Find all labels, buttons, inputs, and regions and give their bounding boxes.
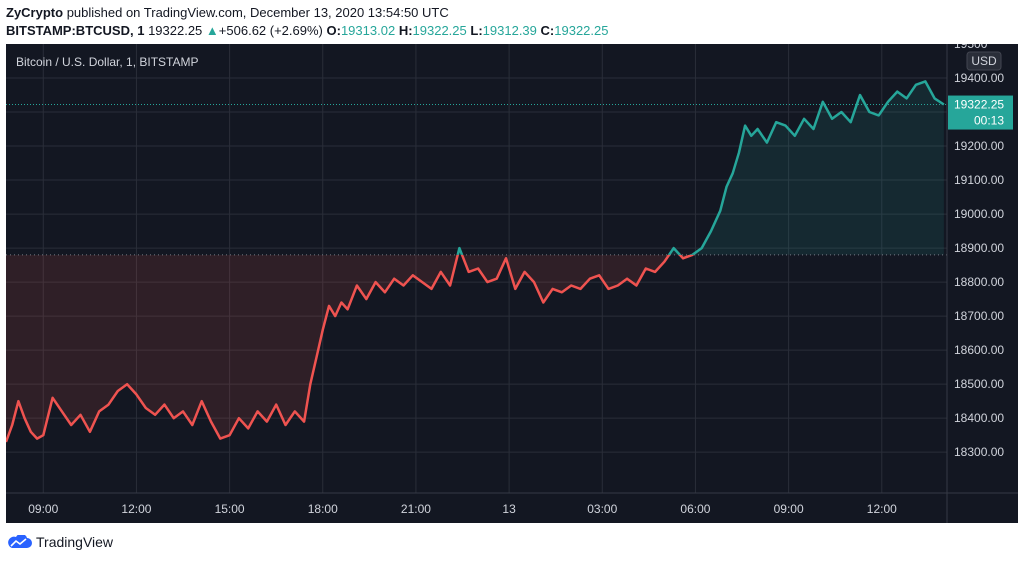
close-value: 19322.25 — [554, 23, 609, 38]
published-text: published on TradingView.com, December 1… — [66, 5, 449, 20]
x-tick-label: 09:00 — [774, 502, 804, 516]
low-value: 19312.39 — [482, 23, 537, 38]
currency-badge — [966, 51, 1002, 71]
x-tick-label: 13 — [502, 502, 516, 516]
y-tick-label: 19200.00 — [954, 139, 1004, 153]
y-tick-label: 18500.00 — [954, 377, 1004, 391]
author-name: ZyCrypto — [6, 5, 64, 20]
y-tick-label: 18800.00 — [954, 275, 1004, 289]
price-change: +506.62 (+2.69%) — [218, 23, 323, 38]
price-series — [6, 80, 947, 443]
price-chart[interactable]: 18300.00 18400.00 18500.00 18600.00 18700.00… — [6, 44, 1018, 523]
y-tick-label: 18300.00 — [954, 445, 1004, 459]
x-tick-label: 03:00 — [587, 502, 617, 516]
x-tick-label: 12:00 — [867, 502, 897, 516]
publish-line: ZyCrypto published on TradingView.com, D… — [6, 5, 449, 20]
low-label: L: — [470, 23, 483, 38]
high-label: H: — [398, 23, 413, 38]
grid — [6, 44, 947, 493]
y-tick-label: 19400.00 — [954, 71, 1004, 85]
symbol-label[interactable]: BITSTAMP:BTCUSD, 1 — [6, 23, 145, 38]
y-tick-label: 19000.00 — [954, 207, 1004, 221]
change-arrow-icon: ▲ — [205, 23, 219, 38]
chart-background — [6, 44, 1018, 523]
currency-label: USD — [971, 54, 997, 68]
fill-above-baseline — [457, 81, 944, 255]
price-line-below — [6, 254, 695, 443]
open-value: 19313.02 — [340, 23, 396, 38]
tradingview-logo[interactable]: TradingView — [6, 534, 113, 550]
price-line-above — [456, 80, 945, 255]
baseline-fill — [6, 81, 947, 442]
x-tick-label: 12:00 — [121, 502, 151, 516]
x-tick-label: 21:00 — [401, 502, 431, 516]
x-tick-label: 06:00 — [680, 502, 710, 516]
cloud-icon — [8, 535, 32, 548]
y-tick-label: 19100.00 — [954, 173, 1004, 187]
y-tick-label: 18400.00 — [954, 411, 1004, 425]
x-tick-label: 15:00 — [215, 502, 245, 516]
countdown-label: 00:13 — [974, 114, 1004, 128]
last-price: 19322.25 — [148, 23, 203, 38]
x-tick-label: 09:00 — [28, 502, 58, 516]
close-label: C: — [540, 23, 555, 38]
y-tick-label: 18900.00 — [954, 241, 1004, 255]
y-tick-label: 18600.00 — [954, 343, 1004, 357]
y-tick-label-partial: 19500 — [954, 44, 988, 51]
chart-title: Bitcoin / U.S. Dollar, 1, BITSTAMP — [16, 55, 199, 69]
high-value: 19322.25 — [412, 23, 467, 38]
ohlc-line: BITSTAMP:BTCUSD, 1 19322.25 ▲+506.62 (+2… — [6, 23, 608, 38]
last-price-label: 19322.25 — [954, 98, 1004, 112]
fill-below-baseline — [6, 254, 944, 442]
y-tick-label: 18700.00 — [954, 309, 1004, 323]
x-tick-label: 18:00 — [308, 502, 338, 516]
last-price-tag — [948, 95, 1013, 130]
open-label: O: — [326, 23, 341, 38]
axes: 18300.00 18400.00 18500.00 18600.00 18700.00… — [6, 44, 1018, 523]
brand-name: TradingView — [36, 534, 114, 550]
